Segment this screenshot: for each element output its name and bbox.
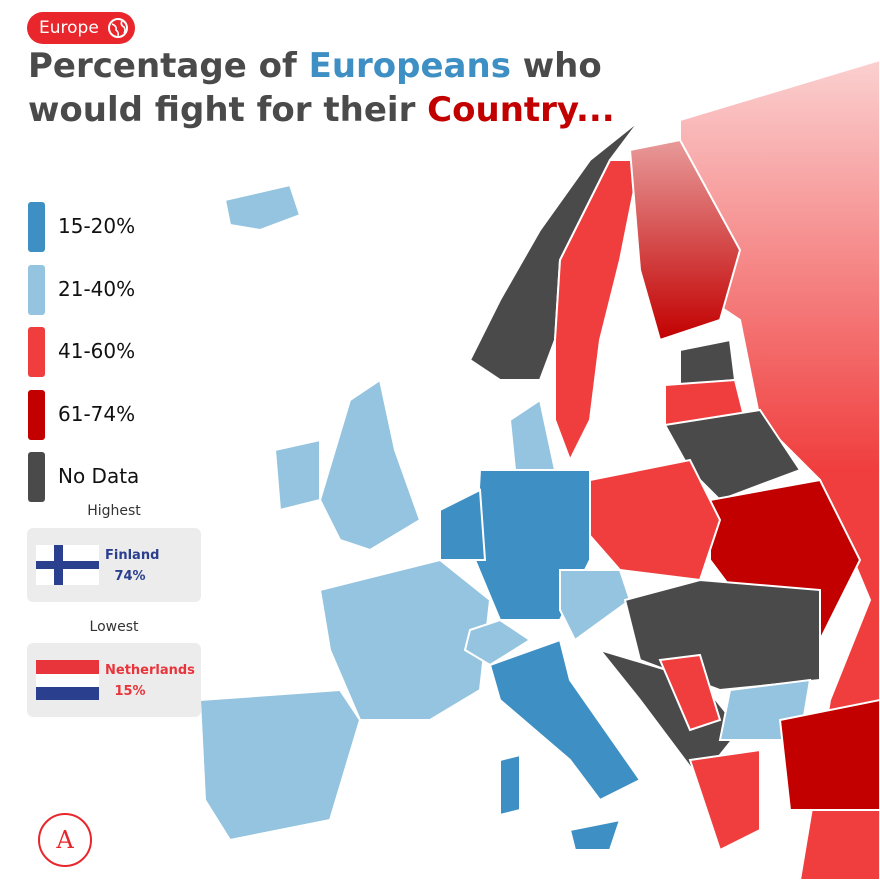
title: Percentage of Europeans who would fight … — [28, 44, 688, 132]
netherlands-flag — [36, 660, 99, 700]
globe-icon — [108, 18, 128, 38]
title-part: Percentage of — [28, 46, 309, 86]
badge-text: Europe — [39, 18, 99, 38]
legend-swatch — [28, 264, 45, 315]
title-part: who would fight for their — [28, 46, 614, 130]
legend-label: 15-20% — [58, 214, 136, 238]
legend-swatch — [28, 327, 45, 377]
legend-swatch — [28, 452, 45, 502]
title-part: Country... — [427, 90, 615, 130]
lowest-heading: Lowest — [89, 619, 139, 635]
lowest-card: Netherlands 15% — [27, 643, 201, 717]
legend-label: No Data — [58, 464, 140, 488]
title-part: Europeans — [308, 46, 511, 86]
finland-flag — [36, 545, 99, 585]
highest-heading: Highest — [87, 503, 141, 519]
legend-label: 61-74% — [58, 401, 136, 426]
highest-country: Finland — [105, 548, 160, 563]
legend-label: 21-40% — [58, 276, 136, 301]
lowest-country: Netherlands — [105, 663, 195, 678]
lowest-value: 15% — [114, 684, 146, 699]
highest-card: Finland 74% — [27, 528, 201, 602]
svg-text:A: A — [55, 826, 74, 854]
highest-value: 74% — [114, 569, 146, 584]
legend-swatch — [28, 389, 45, 440]
legend-label: 41-60% — [58, 339, 136, 363]
legend-swatch — [28, 202, 45, 252]
region-badge: Europe — [27, 12, 135, 44]
